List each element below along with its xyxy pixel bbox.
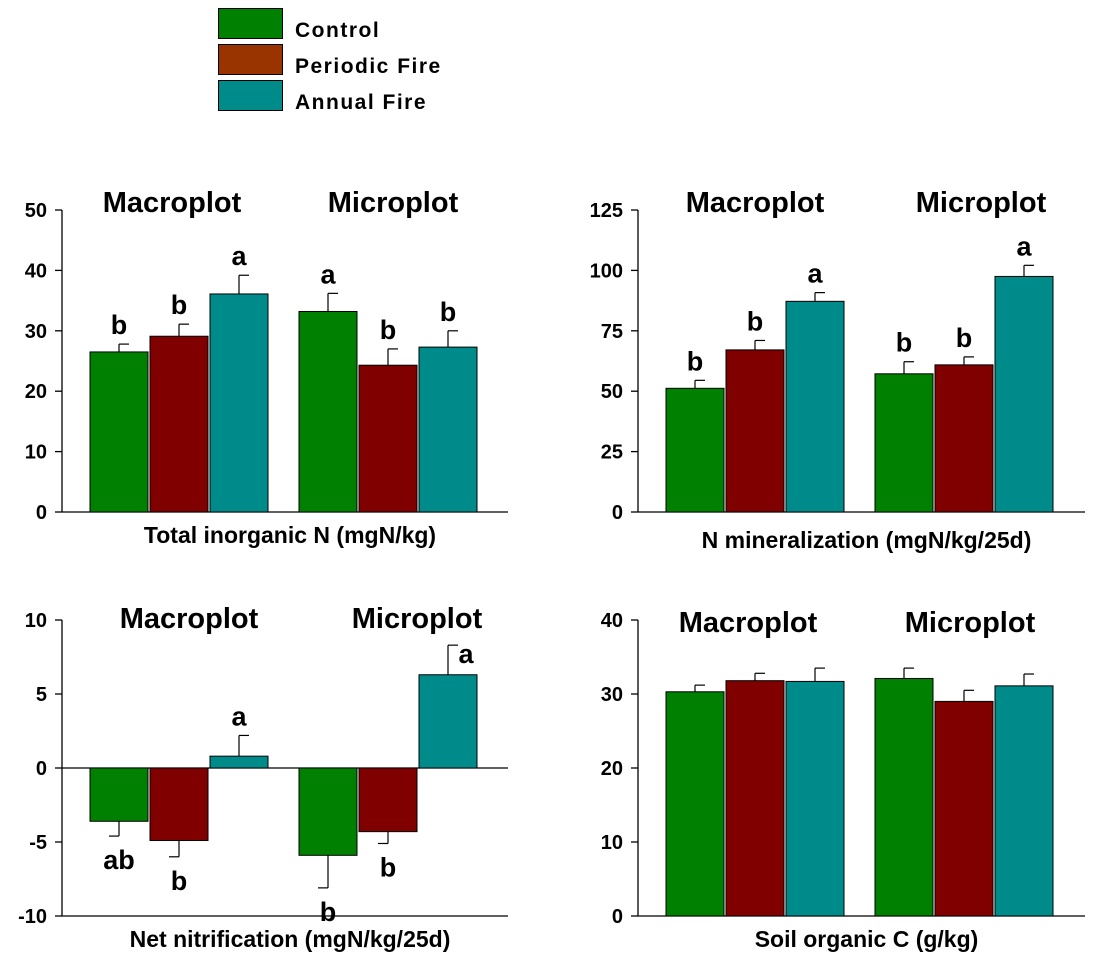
bar-annual-fire-microplot [418, 346, 478, 513]
significance-label: b [171, 866, 188, 896]
x-axis-title: N mineralization (mgN/kg/25d) [702, 527, 1032, 553]
chart-panel-1: 0 10 20 30 40 50 Macroplot Microplot b a b b a b Total… [25, 187, 508, 548]
legend-swatch-periodic-fire [218, 44, 283, 75]
y-tick-label: 20 [601, 758, 623, 780]
x-axis-title: Net nitrification (mgN/kg/25d) [130, 926, 451, 952]
bar-control-microplot [298, 310, 358, 513]
bar-control-macroplot [665, 387, 725, 513]
y-tick-label: 20 [25, 381, 47, 403]
group-label-macroplot: Macroplot [103, 187, 242, 219]
significance-label: b [687, 346, 704, 376]
bar-annual-fire-macroplot [785, 300, 845, 513]
bar-annual-fire-microplot [418, 674, 478, 769]
group-label-macroplot: Macroplot [679, 607, 818, 639]
bar-annual-fire-microplot [994, 685, 1054, 917]
significance-label: b [171, 290, 188, 320]
bar-periodic-fire-macroplot [725, 680, 785, 917]
y-tick-label: 25 [601, 442, 623, 464]
y-tick-label: 5 [36, 684, 47, 706]
bar-periodic-fire-macroplot [149, 335, 209, 513]
legend-label-periodic-fire: Periodic Fire [295, 55, 442, 78]
y-tick-label: 0 [612, 906, 623, 928]
y-tick-label: 75 [601, 321, 623, 343]
y-tick-label: 100 [590, 260, 623, 282]
bar-control-macroplot [89, 351, 149, 513]
bar-periodic-fire-macroplot [149, 767, 209, 842]
significance-label: b [896, 328, 913, 358]
chart-panel-2: 0 25 50 75 100 125 Macroplot Microplot b b b b a a N m… [590, 187, 1085, 553]
legend-label-control: Control [295, 19, 381, 42]
significance-label: a [807, 259, 823, 289]
y-tick-label: 125 [590, 200, 623, 222]
y-tick-label: 40 [601, 610, 623, 632]
bar-control-macroplot [665, 691, 725, 917]
y-tick-label: 0 [612, 502, 623, 524]
y-tick-label: 50 [25, 200, 47, 222]
bar-annual-fire-microplot [994, 275, 1054, 513]
y-tick-label: 0 [36, 502, 47, 524]
group-label-macroplot: Macroplot [120, 603, 259, 635]
significance-label: a [320, 259, 336, 289]
y-tick-label: 10 [601, 832, 623, 854]
significance-label: ab [103, 845, 135, 875]
significance-label: a [458, 639, 474, 669]
significance-label: b [440, 297, 457, 327]
y-tick-label: -5 [29, 832, 47, 854]
chart-panel-3: -10 -5 0 5 10 Macroplot Microplot ab b b b a a Net ni… [18, 603, 508, 952]
bar-periodic-fire-macroplot [725, 349, 785, 513]
bar-annual-fire-macroplot [209, 293, 269, 513]
legend-swatch-control [218, 8, 283, 39]
significance-label: b [380, 315, 397, 345]
significance-label: a [231, 701, 247, 731]
chart-panel-4: 0 10 20 30 40 Macroplot Microplot Soil organic … [601, 607, 1085, 952]
y-tick-label: -10 [18, 906, 47, 928]
group-label-microplot: Microplot [328, 187, 459, 219]
x-axis-title: Total inorganic N (mgN/kg) [144, 522, 436, 548]
legend-label-annual-fire: Annual Fire [295, 91, 428, 114]
group-label-microplot: Microplot [352, 603, 483, 635]
significance-label: a [1016, 231, 1032, 261]
bar-periodic-fire-microplot [934, 700, 994, 917]
bar-control-microplot [874, 373, 934, 513]
group-label-macroplot: Macroplot [686, 187, 825, 219]
bar-annual-fire-macroplot [209, 755, 269, 769]
significance-label: b [320, 897, 337, 927]
y-tick-label: 50 [601, 381, 623, 403]
y-tick-label: 0 [36, 758, 47, 780]
bar-control-microplot [874, 677, 934, 917]
bar-annual-fire-macroplot [785, 680, 845, 917]
bar-periodic-fire-microplot [934, 364, 994, 513]
significance-label: b [956, 323, 973, 353]
bar-control-macroplot [89, 767, 149, 822]
group-label-microplot: Microplot [916, 187, 1047, 219]
significance-label: b [380, 852, 397, 882]
y-tick-label: 30 [25, 321, 47, 343]
y-tick-label: 30 [601, 684, 623, 706]
y-tick-label: 40 [25, 260, 47, 282]
x-axis-title: Soil organic C (g/kg) [755, 926, 979, 952]
significance-label: b [111, 310, 128, 340]
legend-swatch-annual-fire [218, 80, 283, 111]
y-tick-label: 10 [25, 610, 47, 632]
bar-periodic-fire-microplot [358, 364, 418, 513]
significance-label: b [747, 306, 764, 336]
y-tick-label: 10 [25, 442, 47, 464]
significance-label: a [231, 241, 247, 271]
group-label-microplot: Microplot [905, 607, 1036, 639]
bar-control-microplot [298, 767, 358, 856]
bar-periodic-fire-microplot [358, 767, 418, 833]
